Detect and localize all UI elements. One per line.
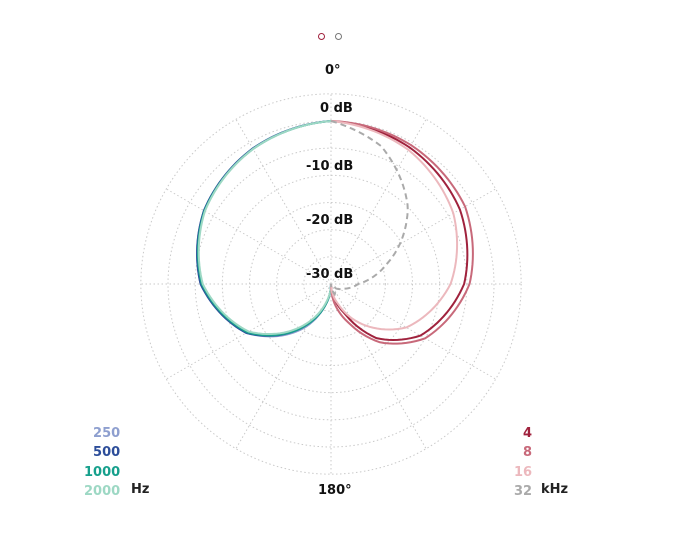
legend-item-500[interactable]: 500 bbox=[93, 445, 121, 461]
grid-spoke bbox=[330, 283, 427, 449]
series-250 bbox=[196, 120, 332, 338]
legend-item-2000[interactable]: 2000 bbox=[84, 483, 121, 499]
page-indicator bbox=[318, 33, 342, 40]
page-dot-1[interactable] bbox=[318, 33, 325, 40]
series-16 bbox=[330, 120, 459, 331]
legend-unit-hz: Hz bbox=[131, 482, 150, 497]
series-32 bbox=[330, 120, 409, 297]
series-8 bbox=[330, 120, 474, 345]
grid-ring bbox=[276, 229, 386, 339]
legend-item-8[interactable]: 8 bbox=[523, 445, 533, 461]
series-layer bbox=[196, 120, 474, 345]
legend-item-32[interactable]: 32 bbox=[514, 483, 533, 499]
legend-item-1000[interactable]: 1000 bbox=[84, 464, 121, 480]
angle-label-top: 0° bbox=[325, 63, 341, 78]
legend-unit-khz: kHz bbox=[541, 482, 569, 497]
series-4 bbox=[330, 120, 469, 341]
legend-khz: 4 8 16 32 bbox=[514, 424, 532, 501]
series-1000 bbox=[196, 120, 332, 337]
grid-ring bbox=[140, 93, 522, 475]
grid-spoke bbox=[235, 283, 332, 449]
angle-label-bottom: 180° bbox=[318, 483, 352, 498]
r-tick-label-1: -10 dB bbox=[306, 159, 354, 174]
legend-item-16[interactable]: 16 bbox=[514, 464, 533, 480]
polar-grid bbox=[140, 93, 522, 475]
series-2000 bbox=[197, 120, 332, 336]
r-tick-label-3: -30 dB bbox=[306, 267, 354, 282]
grid-spoke bbox=[330, 283, 496, 380]
legend-item-250[interactable]: 250 bbox=[93, 426, 121, 441]
r-tick-label-2: -20 dB bbox=[306, 213, 354, 228]
series-500 bbox=[196, 120, 332, 337]
r-tick-label-0: 0 dB bbox=[320, 101, 353, 116]
page-dot-2[interactable] bbox=[335, 33, 342, 40]
legend-hz: 250 500 1000 2000 bbox=[84, 424, 120, 501]
grid-ring bbox=[167, 120, 495, 448]
grid-ring bbox=[194, 147, 468, 421]
legend-item-4[interactable]: 4 bbox=[523, 426, 533, 441]
grid-spoke bbox=[235, 119, 332, 285]
